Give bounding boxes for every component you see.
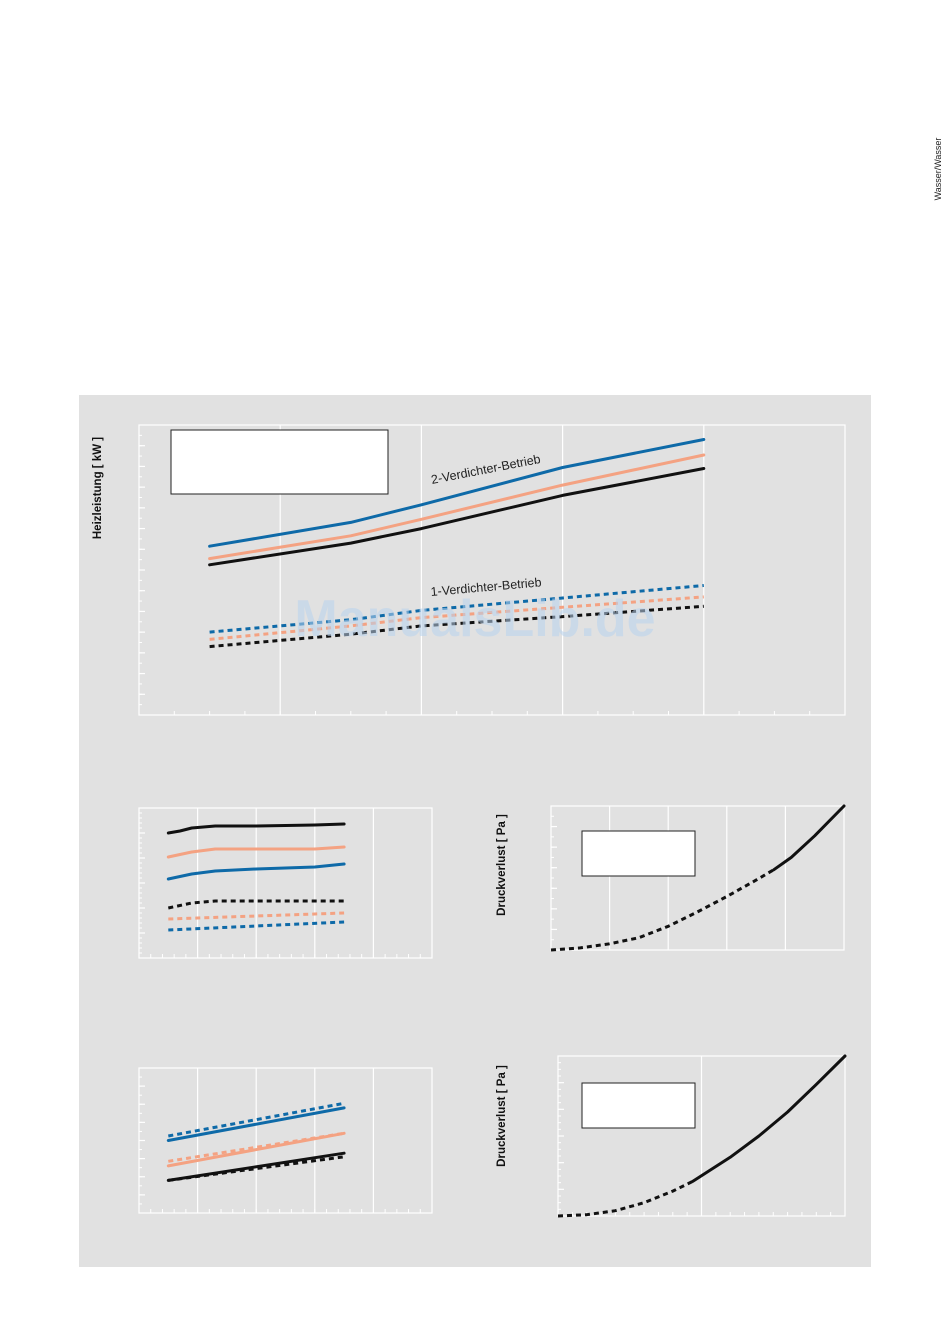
chart-5: Druckverlust [ Pa ] (496, 1054, 847, 1218)
series-line-black-solid (691, 1054, 847, 1183)
series-line-black-dashed (168, 1155, 345, 1182)
plot-frame (138, 1067, 433, 1214)
chart-4 (138, 1067, 433, 1214)
series-line-black-solid (166, 822, 346, 835)
series-line-salmon-solid (166, 1131, 346, 1168)
y-axis-label: Heizleistung [ kW ] (92, 437, 104, 539)
series-line-black-dashed (167, 899, 345, 910)
series-line-blue-solid (208, 438, 706, 548)
legend-box (581, 1082, 696, 1129)
series-line-black-solid (208, 467, 706, 567)
series-line-blue-dashed (209, 584, 704, 634)
series-line-black-solid (772, 804, 846, 872)
y-axis-label: Druckverlust [ Pa ] (496, 1065, 508, 1167)
series-line-salmon-dashed (209, 595, 704, 641)
legend-box (170, 429, 389, 495)
chart-panel (79, 395, 871, 1267)
legend-box (581, 830, 696, 877)
plot-frame (550, 805, 845, 951)
series-line-blue-dashed (168, 920, 345, 932)
series-line-blue-solid (166, 862, 346, 881)
series-line-blue-solid (166, 1106, 346, 1142)
series-line-black-dashed (550, 868, 775, 952)
series-line-black-dashed (557, 1179, 694, 1218)
y-axis-label: Druckverlust [ Pa ] (496, 814, 508, 916)
series-line-salmon-dashed (168, 911, 345, 921)
watermark: ManualsLib.de (294, 590, 655, 648)
series-line-salmon-solid (208, 453, 706, 561)
chart-2 (138, 807, 433, 959)
annotation: 2-Verdichter-Betrieb (430, 452, 542, 487)
chart-1: 2-Verdichter-Betrieb1-Verdichter-Betrieb… (92, 424, 846, 716)
series-line-black-dashed (209, 604, 704, 649)
chart-3: Druckverlust [ Pa ] (496, 804, 846, 952)
series-line-salmon-solid (166, 845, 346, 859)
series-line-blue-dashed (168, 1101, 345, 1138)
